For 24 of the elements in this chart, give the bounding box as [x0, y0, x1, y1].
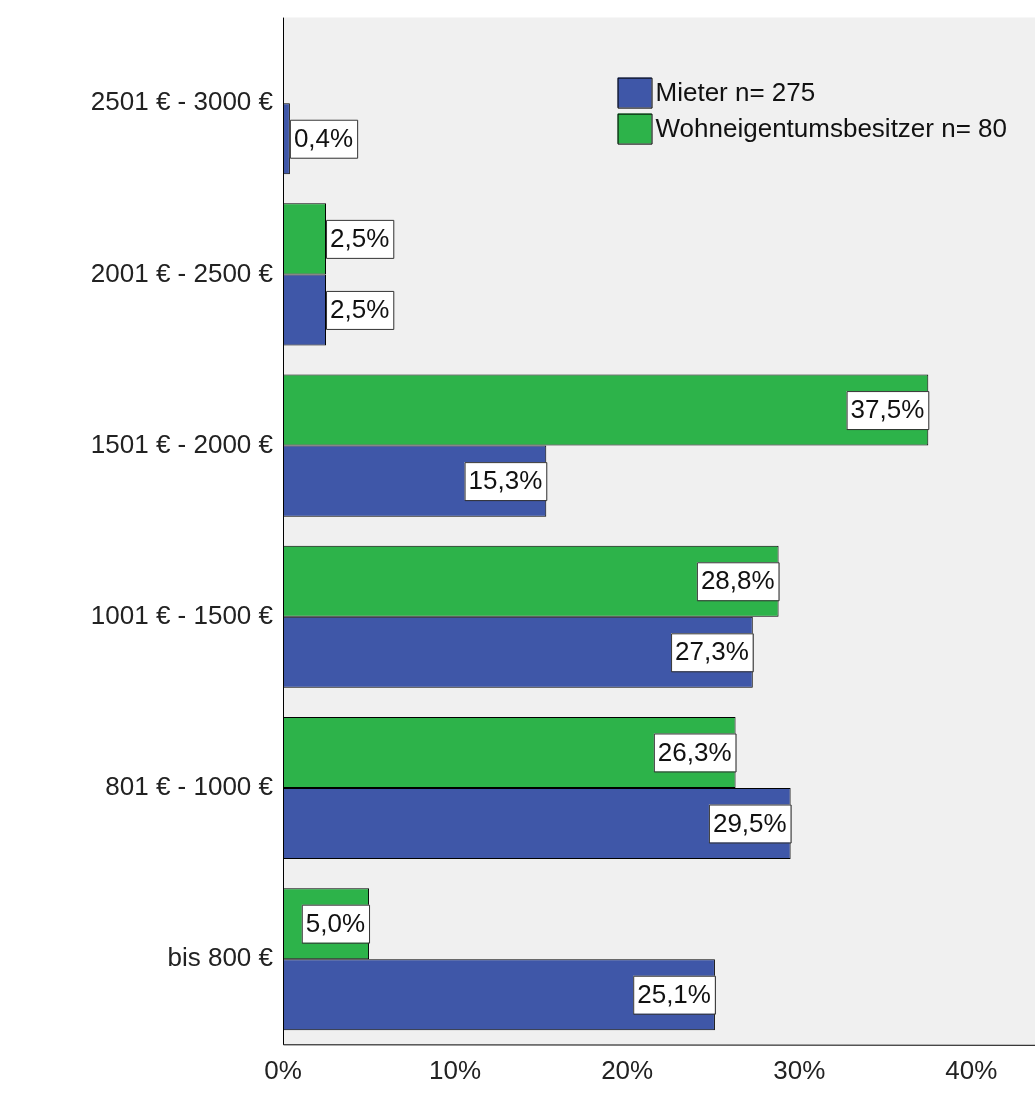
x-tick-label: 30% — [773, 1054, 826, 1085]
x-tick-label: 20% — [601, 1054, 654, 1085]
data-label: 37,5% — [850, 394, 925, 425]
data-label: 15,3% — [468, 465, 543, 496]
y-tick-label: 801 € - 1000 € — [105, 771, 274, 802]
data-label: 2,5% — [330, 223, 390, 254]
y-tick-label: 2501 € - 3000 € — [90, 86, 274, 117]
y-tick-label: 1001 € - 1500 € — [90, 599, 274, 630]
data-label: 28,8% — [700, 565, 775, 596]
data-label: 5,0% — [305, 907, 366, 938]
data-label: 27,3% — [675, 636, 749, 667]
data-label: 25,1% — [637, 978, 711, 1009]
x-tick-label: 10% — [429, 1054, 482, 1085]
data-label: 2,5% — [330, 294, 390, 325]
data-label: 0,4% — [293, 122, 354, 153]
x-tick-label: 40% — [945, 1054, 998, 1085]
y-tick-label: 1501 € - 2000 € — [90, 428, 274, 459]
data-label: 29,5% — [712, 807, 787, 838]
y-tick-label: 2001 € - 2500 € — [90, 257, 274, 288]
data-label: 26,3% — [657, 736, 732, 767]
legend-label: Wohneigentumsbesitzer n= 80 — [655, 112, 1008, 143]
x-tick-label: 0% — [264, 1054, 302, 1085]
legend-label: Mieter n= 275 — [655, 76, 816, 107]
y-tick-label: bis 800 € — [167, 942, 274, 973]
